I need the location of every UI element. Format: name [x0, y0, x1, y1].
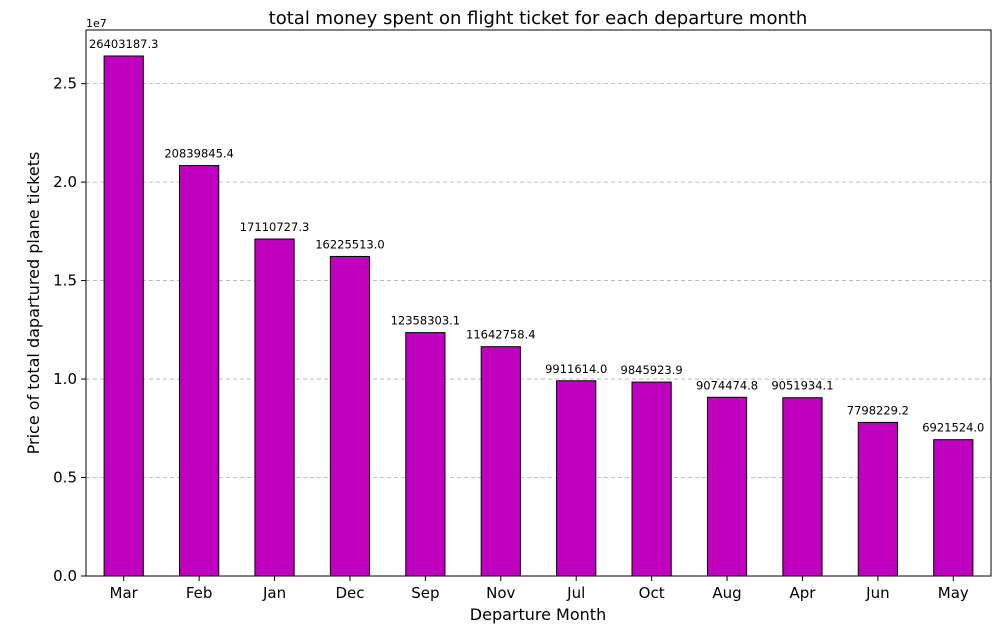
y-tick-label: 0.5	[53, 469, 77, 487]
y-tick-label: 0.0	[53, 567, 77, 585]
data-label: 12358303.1	[391, 314, 461, 328]
bar-oct	[631, 381, 672, 577]
x-tick-label: Apr	[789, 584, 816, 602]
y-tick-label: 1.0	[53, 370, 77, 388]
data-label: 26403187.3	[89, 37, 159, 51]
bar-aug	[706, 396, 748, 577]
data-label: 9845923.9	[621, 363, 683, 377]
bar-apr	[782, 397, 823, 577]
data-label: 17110727.3	[240, 220, 310, 234]
x-tick-label: Dec	[335, 584, 364, 602]
y-axis: 0.0 0.5 1.0 1.5 2.0 2.5	[53, 75, 86, 585]
x-tick-label: Jun	[865, 584, 889, 602]
bar-dec	[329, 255, 371, 577]
x-tick-label: Oct	[639, 584, 665, 602]
chart-title: total money spent on flight ticket for e…	[269, 8, 808, 29]
y-axis-offset-label: 1e7	[86, 17, 107, 30]
gridlines	[86, 83, 991, 478]
bar-jun	[857, 421, 898, 577]
y-axis-title: Price of total dapartured plane tickets	[24, 152, 43, 455]
y-tick-label: 2.5	[53, 75, 77, 93]
bar-feb	[179, 165, 220, 577]
data-label: 16225513.0	[315, 237, 385, 251]
bar-jul	[556, 380, 597, 577]
bar-sep	[405, 332, 446, 577]
x-tick-label: May	[938, 584, 969, 602]
plot-area-frame	[85, 29, 992, 577]
x-tick-label: Feb	[186, 584, 213, 602]
bar-jan	[254, 238, 295, 577]
y-tick-label: 2.0	[53, 173, 77, 191]
bar-mar	[103, 55, 144, 577]
x-tick-label: Jan	[262, 584, 286, 602]
x-tick-label: Mar	[110, 584, 139, 602]
x-axis-title: Departure Month	[470, 605, 606, 624]
bar-nov	[480, 346, 521, 577]
x-tick-label: Sep	[411, 584, 439, 602]
data-label: 9074474.8	[696, 378, 758, 392]
x-axis: Mar Feb Jan Dec Sep Nov Jul Oct Aug Apr Jun May	[110, 576, 969, 602]
data-label: 7798229.2	[847, 403, 909, 417]
x-tick-label: Aug	[712, 584, 741, 602]
data-label: 20839845.4	[164, 147, 234, 161]
data-label: 11642758.4	[466, 328, 536, 342]
data-label: 9911614.0	[545, 362, 607, 376]
bar-may	[933, 439, 974, 577]
y-tick-label: 1.5	[53, 272, 77, 290]
x-tick-label: Nov	[486, 584, 515, 602]
bars	[103, 55, 974, 577]
data-label: 9051934.1	[771, 379, 833, 393]
x-tick-label: Jul	[566, 584, 585, 602]
data-labels: 26403187.3 20839845.4 17110727.3 16225513.0…	[89, 37, 984, 435]
data-label: 6921524.0	[922, 421, 984, 435]
